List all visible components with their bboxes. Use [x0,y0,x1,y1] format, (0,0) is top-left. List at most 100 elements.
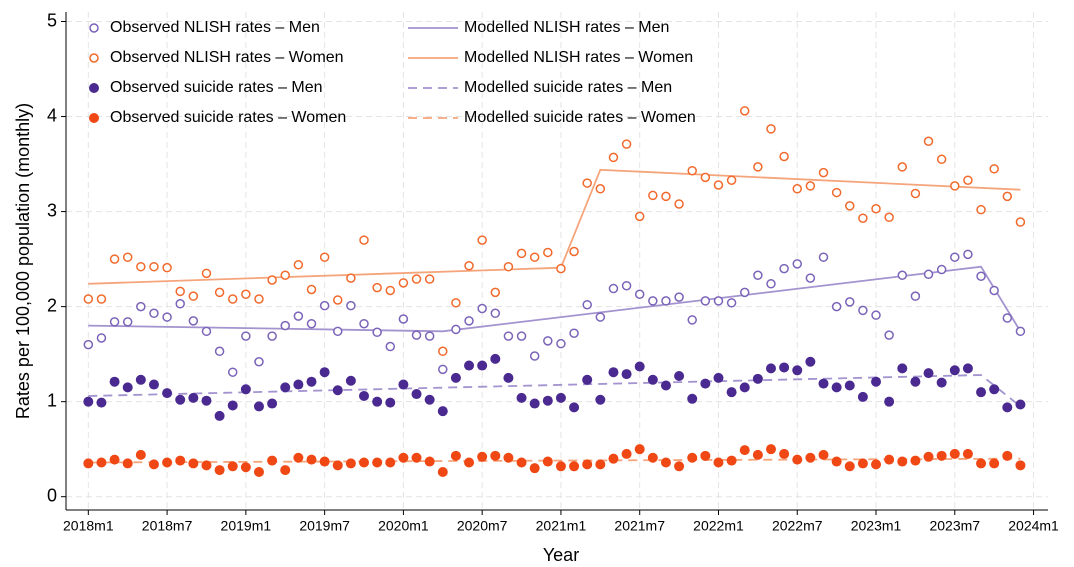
data-point [884,396,895,407]
data-point [976,458,987,469]
x-axis-title: Year [543,545,579,565]
data-point [135,449,146,460]
data-point [634,361,645,372]
legend-label: Observed NLISH rates – Men [110,19,320,36]
data-point [569,246,579,257]
data-point [333,295,343,305]
data-point [910,188,921,199]
data-point [845,297,855,307]
legend-item: Modelled NLISH rates – Women [408,49,693,66]
data-point [805,181,816,191]
data-point [621,369,632,380]
data-point [424,394,435,405]
data-point [148,459,159,470]
data-point [293,452,304,463]
data-point [818,167,829,178]
data-point [359,390,370,401]
data-point [96,397,107,408]
data-point [739,106,750,116]
data-point [936,154,947,165]
data-point [149,308,159,319]
data-point [162,262,172,273]
data-point [464,360,475,371]
data-point [608,367,619,378]
data-point [280,270,290,281]
data-point [726,455,737,466]
data-point [779,151,789,162]
data-point [135,374,146,385]
data-point [241,289,251,300]
data-point [175,286,185,297]
data-point [858,305,868,316]
data-point [700,450,711,461]
data-point [1015,399,1026,410]
data-point [687,452,698,463]
data-point [726,298,737,308]
data-point [989,164,999,174]
data-point [83,339,94,350]
data-point [385,397,396,408]
data-point [464,316,474,326]
data-point [450,372,461,383]
data-point [214,410,225,421]
data-point [805,273,816,283]
data-point [910,455,921,466]
data-point [372,327,382,338]
data-point [936,450,947,461]
legend-label: Observed NLISH rates – Women [110,49,344,66]
data-point [542,456,553,467]
legend-label: Observed suicide rates – Women [110,109,346,126]
y-tick-label: 5 [47,10,57,30]
data-point [464,457,475,468]
data-point [700,378,711,389]
data-point [280,465,291,476]
data-point [516,331,527,341]
data-point [897,162,908,172]
legend-label: Modelled suicide rates – Men [464,79,672,96]
data-point [542,395,553,406]
data-point [884,212,894,223]
data-point [96,333,107,343]
data-point [306,318,317,329]
data-point [267,331,277,341]
data-point [438,364,448,375]
data-point [989,285,999,296]
data-point [858,213,868,223]
data-point [280,382,291,393]
data-point [227,461,238,472]
data-point [372,282,382,293]
data-point [857,391,868,402]
data-point [188,291,199,301]
data-point [582,178,592,188]
data-point [923,451,934,462]
data-point [543,247,553,258]
data-point [122,252,133,262]
data-point [1015,326,1026,337]
data-point [529,252,540,262]
data-point [516,248,527,259]
data-point [490,308,501,319]
data-point [516,392,527,403]
data-point [346,300,356,311]
data-point [818,449,829,460]
data-point [674,461,685,472]
data-point [765,444,776,455]
data-point [214,287,225,298]
data-point [1002,313,1013,323]
data-point [792,259,802,269]
data-point [634,211,645,222]
data-point [910,291,921,301]
data-point [569,461,580,472]
data-point [490,353,501,364]
data-point [1015,217,1026,227]
data-point [831,456,842,467]
data-point [844,380,855,391]
data-point [345,458,356,469]
legend-label: Modelled suicide rates – Women [464,109,696,126]
data-point [647,452,658,463]
x-tick-label: 2018m1 [63,518,114,534]
data-point [792,365,803,376]
data-point [83,458,94,469]
legend-label: Observed suicide rates – Men [110,79,323,96]
data-point [503,372,514,383]
